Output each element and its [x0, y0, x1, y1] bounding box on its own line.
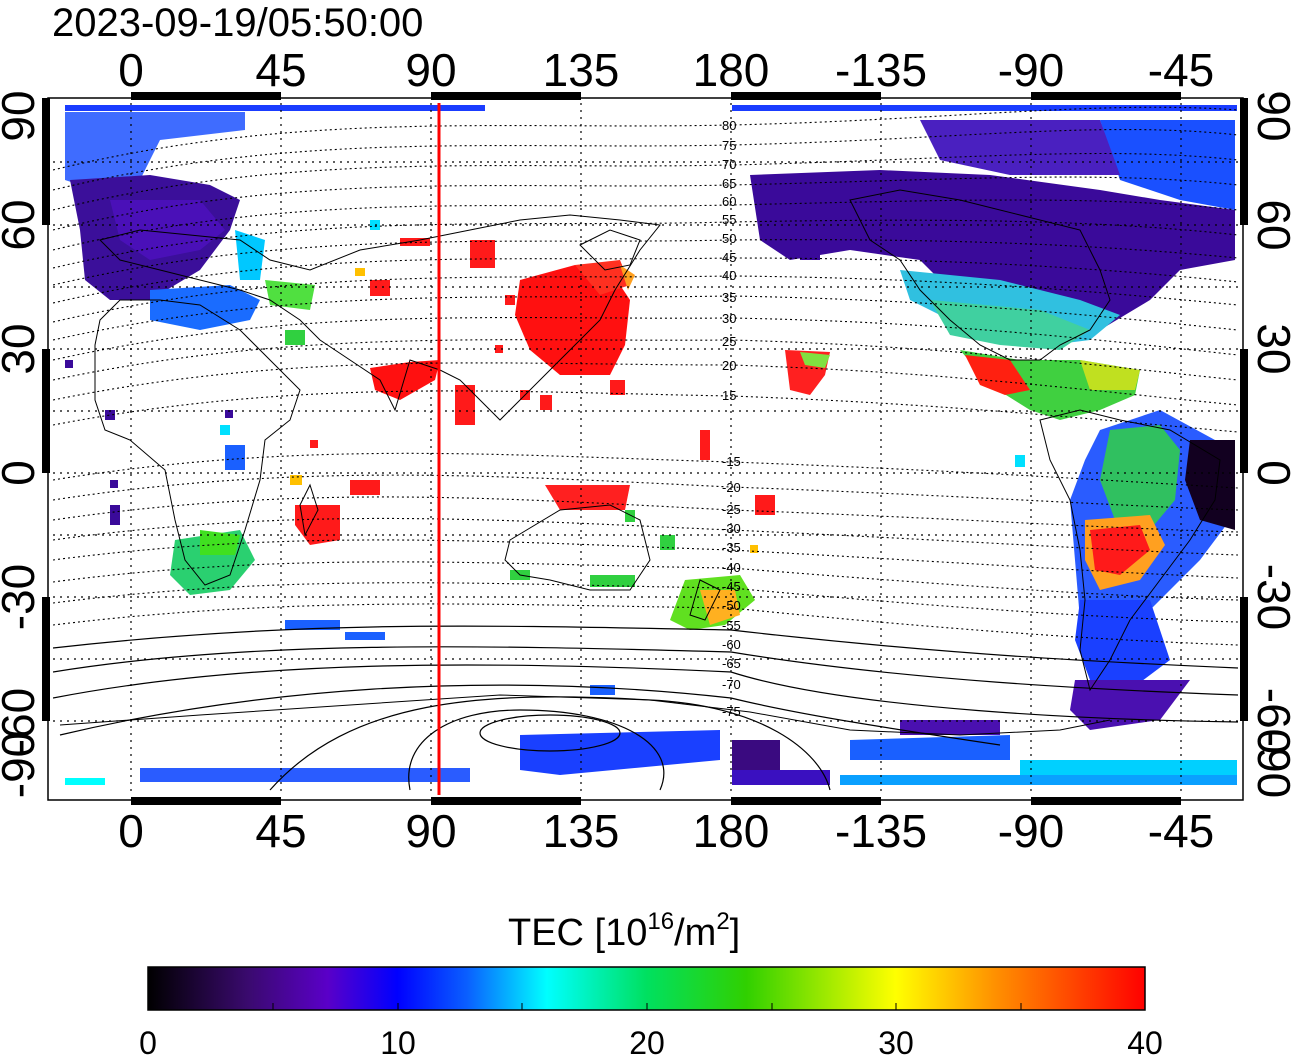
lat-tick-right: 60 [1248, 199, 1294, 250]
lon-tick-bottom: 0 [118, 805, 144, 857]
colorbar-tick-label: 10 [380, 1025, 416, 1057]
mlat-label: -65 [722, 656, 741, 671]
mlat-label: 65 [722, 176, 736, 191]
tec-data-layer [65, 105, 1237, 785]
mlat-label: -60 [722, 637, 741, 652]
lon-tick-bottom: -45 [1148, 805, 1214, 857]
mlat-label: -30 [722, 521, 741, 536]
mlat-label: 60 [722, 194, 736, 209]
lat-tick-left: -30 [0, 564, 44, 630]
colorbar-labels: 0 10 20 30 40 [139, 1025, 1163, 1057]
frame-tick-bars [42, 92, 1248, 805]
mlat-label: 30 [722, 311, 736, 326]
mlat-label: -45 [722, 579, 741, 594]
lon-tick-bottom: 45 [255, 805, 306, 857]
mlat-label: -50 [722, 598, 741, 613]
lon-tick-top: 0 [118, 44, 144, 96]
mlat-label: -20 [722, 480, 741, 495]
colorbar-tick-label: 20 [629, 1025, 665, 1057]
mlat-label: 20 [722, 358, 736, 373]
lon-tick-top: -135 [835, 44, 927, 96]
lat-tick-left: 30 [0, 323, 44, 374]
lon-tick-top: 45 [255, 44, 306, 96]
mlat-label: 35 [722, 290, 736, 305]
mlat-label: -25 [722, 502, 741, 517]
bottom-longitude-labels: 0 45 90 135 180 -135 -90 -45 [118, 805, 1214, 857]
mlat-label: 55 [722, 212, 736, 227]
lat-tick-right: 90 [1248, 90, 1294, 141]
mlat-label: 25 [722, 334, 736, 349]
right-latitude-labels: 90 60 30 0 -30 -60 -90 [1248, 90, 1294, 798]
lat-tick-right: -90 [1248, 732, 1294, 798]
lon-tick-bottom: -90 [998, 805, 1064, 857]
magnetic-latitude-labels: 80 75 70 65 60 55 50 45 40 35 30 25 20 1… [722, 118, 741, 719]
lat-tick-right: 0 [1248, 460, 1294, 486]
lat-tick-left: -60 [0, 688, 44, 754]
colorbar-tick-label: 30 [878, 1025, 914, 1057]
mlat-label: -15 [722, 454, 741, 469]
mlat-label: 80 [722, 118, 736, 133]
lon-tick-top: 180 [693, 44, 770, 96]
colorbar-ticks [272, 1003, 1022, 1010]
lat-tick-right: -30 [1248, 564, 1294, 630]
lon-tick-top: -45 [1148, 44, 1214, 96]
mlat-label: -55 [722, 618, 741, 633]
mlat-label: 45 [722, 250, 736, 265]
lon-tick-top: -90 [998, 44, 1064, 96]
lat-tick-left: -90 [0, 732, 44, 798]
mlat-label: -35 [722, 540, 741, 555]
lon-tick-bottom: -135 [835, 805, 927, 857]
lat-tick-right: 30 [1248, 323, 1294, 374]
lat-tick-left: 90 [0, 90, 44, 141]
mlat-label: 70 [722, 157, 736, 172]
mlat-label: -40 [722, 560, 741, 575]
lat-tick-left: 0 [0, 460, 44, 486]
left-latitude-labels: 90 60 30 0 -30 -60 -90 [0, 90, 44, 798]
lon-tick-top: 90 [405, 44, 456, 96]
mlat-label: -75 [722, 704, 741, 719]
magnetic-latitude-contours [53, 106, 1238, 646]
magnetic-latitude-solid-contours [53, 625, 1238, 791]
mlat-label: 40 [722, 268, 736, 283]
colorbar-tick-label: 40 [1127, 1025, 1163, 1057]
graticule [53, 103, 1238, 795]
mlat-label: 15 [722, 388, 736, 403]
colorbar-title: TEC [1016/m2] [508, 908, 740, 954]
colorbar [147, 966, 1146, 1011]
colorbar-tick-label: 0 [139, 1025, 157, 1057]
lat-tick-left: 60 [0, 199, 44, 250]
lat-tick-right: -60 [1248, 688, 1294, 754]
mlat-label: 75 [722, 138, 736, 153]
top-longitude-labels: 0 45 90 135 180 -135 -90 -45 [118, 44, 1214, 96]
mlat-label: -70 [722, 677, 741, 692]
lon-tick-bottom: 180 [693, 805, 770, 857]
lon-tick-bottom: 135 [543, 805, 620, 857]
lon-tick-top: 135 [543, 44, 620, 96]
map-title: 2023-09-19/05:50:00 [52, 1, 423, 45]
mlat-label: 50 [722, 231, 736, 246]
lon-tick-bottom: 90 [405, 805, 456, 857]
coastlines [59, 189, 1221, 736]
